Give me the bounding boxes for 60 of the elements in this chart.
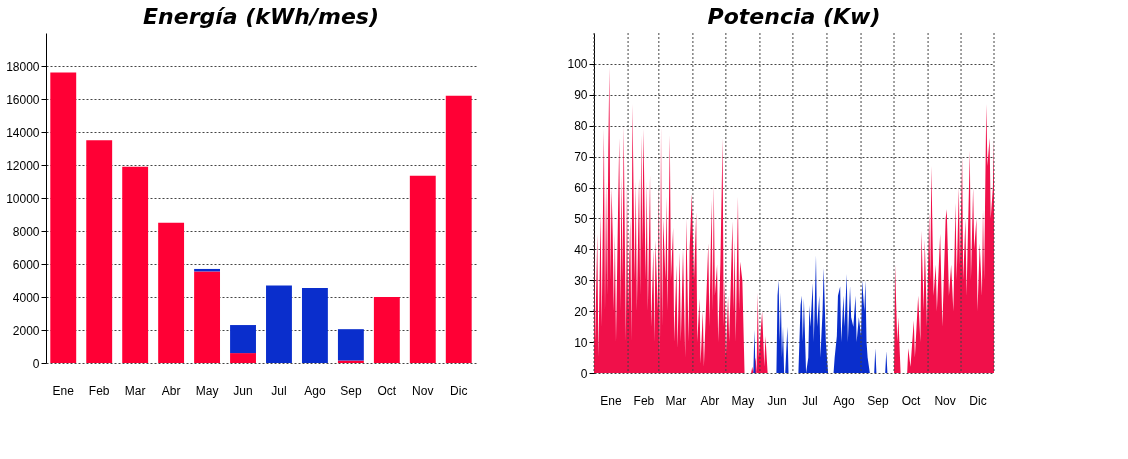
x-tick-label: Dic — [450, 383, 468, 398]
bar — [86, 140, 113, 363]
y-tick-label: 12000 — [6, 158, 40, 173]
x-tick-label: Ene — [52, 383, 75, 398]
x-tick-label: Oct — [901, 393, 921, 408]
bar — [122, 166, 149, 363]
bar — [158, 222, 185, 363]
y-tick-label: 40 — [574, 242, 588, 257]
x-tick-label: Ago — [833, 393, 855, 408]
x-tick-label: Abr — [161, 383, 181, 398]
x-tick-label: Ene — [600, 393, 622, 408]
x-tick-label: Feb — [633, 393, 655, 408]
chart-title: Energía (kWh/mes) — [143, 4, 379, 29]
y-tick-label: 50 — [574, 211, 588, 226]
y-tick-label: 0 — [580, 366, 588, 381]
x-tick-label: Feb — [88, 383, 110, 398]
y-tick-label: 100 — [567, 57, 588, 72]
y-tick-label: 0 — [32, 356, 40, 371]
x-tick-label: Dic — [969, 393, 987, 408]
x-tick-label: Jul — [271, 383, 287, 398]
x-tick-label: Sep — [867, 393, 890, 408]
y-tick-label: 10000 — [6, 191, 40, 206]
bar — [409, 175, 436, 363]
x-tick-label: May — [731, 393, 755, 408]
y-tick-label: 8000 — [12, 224, 40, 239]
x-tick-label: Oct — [377, 383, 397, 398]
y-tick-label: 60 — [574, 181, 588, 196]
x-tick-label: Jun — [233, 383, 253, 398]
x-tick-label: Mar — [665, 393, 687, 408]
y-tick-label: 4000 — [12, 290, 40, 305]
bar — [194, 271, 221, 363]
x-tick-label: Jun — [767, 393, 787, 408]
x-tick-label: Nov — [934, 393, 956, 408]
x-tick-label: Jul — [802, 393, 818, 408]
bar — [50, 72, 77, 363]
bar — [445, 95, 472, 363]
chart-title: Potencia (Kw) — [707, 3, 881, 29]
y-tick-label: 16000 — [6, 92, 40, 107]
y-tick-label: 90 — [574, 88, 588, 103]
x-tick-label: May — [195, 383, 219, 398]
bar — [230, 325, 256, 354]
y-tick-label: 30 — [574, 273, 588, 288]
y-tick-label: 2000 — [12, 323, 40, 338]
y-tick-label: 6000 — [12, 257, 40, 272]
y-tick-label: 80 — [574, 119, 588, 134]
bar — [337, 329, 364, 361]
bar — [373, 297, 400, 363]
y-tick-label: 70 — [574, 150, 588, 165]
y-tick-label: 18000 — [6, 59, 40, 74]
bar — [301, 287, 328, 363]
y-tick-label: 20 — [574, 304, 588, 319]
y-tick-label: 10 — [574, 335, 588, 350]
y-tick-label: 14000 — [6, 125, 40, 140]
bar — [266, 285, 292, 363]
x-tick-label: Nov — [412, 383, 434, 398]
x-tick-label: Mar — [124, 383, 146, 398]
x-tick-label: Sep — [340, 383, 362, 398]
x-tick-label: Abr — [700, 393, 720, 408]
x-tick-label: Ago — [304, 383, 326, 398]
bar — [230, 353, 256, 363]
